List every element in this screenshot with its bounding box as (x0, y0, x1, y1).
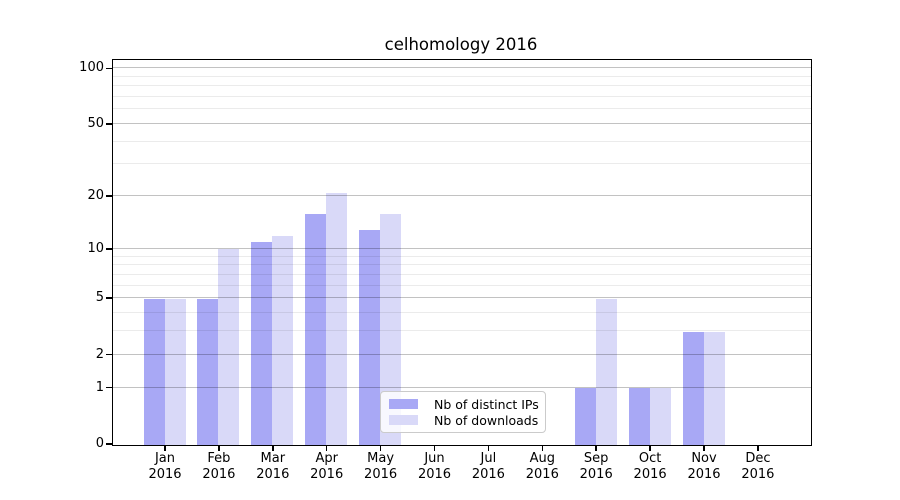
x-tick-month: Oct (638, 451, 662, 466)
bar-may-distinct-ips (359, 229, 381, 445)
x-tick-label-dec: Dec 2016 (730, 451, 786, 483)
x-tick-label-jun: Jun 2016 (407, 451, 463, 483)
chart-title: celhomology 2016 (384, 35, 538, 54)
x-tick-month: Sep (583, 451, 609, 466)
x-tick-year: 2016 (417, 467, 452, 482)
x-tick-mark (487, 445, 490, 451)
x-tick-mark (541, 445, 544, 451)
y-tick-label: 50 (87, 115, 104, 131)
bar-sep-downloads (595, 298, 617, 445)
x-tick-label-feb: Feb 2016 (191, 451, 247, 483)
x-tick-label-nov: Nov 2016 (676, 451, 732, 483)
x-tick-year: 2016 (148, 467, 182, 482)
x-tick-label-may: May 2016 (353, 451, 409, 483)
x-tick-label-sep: Sep 2016 (568, 451, 624, 483)
x-tick-month: Jun (424, 451, 445, 466)
legend-item-distinct-ips: Nb of distinct IPs (389, 396, 539, 412)
bar-mar-distinct-ips (251, 242, 273, 445)
x-tick-label-jul: Jul 2016 (460, 451, 516, 483)
y-tick-mark (105, 443, 112, 445)
y-tick-label: 10 (87, 240, 104, 256)
x-tick-year: 2016 (525, 467, 559, 482)
bar-may-downloads (380, 213, 402, 445)
x-tick-year: 2016 (741, 467, 775, 482)
x-tick-year: 2016 (687, 467, 721, 482)
legend-item-downloads: Nb of downloads (389, 412, 539, 428)
x-tick-label-jan: Jan 2016 (137, 451, 193, 483)
y-tick-mark (105, 297, 112, 299)
bar-apr-distinct-ips (305, 213, 327, 445)
bar-sep-distinct-ips (574, 388, 596, 445)
y-tick-label: 2 (95, 346, 104, 362)
bar-nov-downloads (703, 331, 725, 445)
x-tick-year: 2016 (471, 467, 505, 482)
x-tick-label-oct: Oct 2016 (622, 451, 678, 483)
bar-oct-distinct-ips (628, 388, 650, 445)
y-tick-mark (105, 195, 112, 197)
x-tick-year: 2016 (579, 467, 613, 482)
bar-feb-distinct-ips (197, 298, 219, 445)
legend-swatch-downloads-icon (389, 415, 418, 425)
x-tick-month: Nov (691, 451, 717, 466)
y-tick-label: 20 (87, 188, 104, 204)
bar-apr-downloads (326, 192, 348, 445)
x-tick-mark (164, 445, 166, 451)
x-tick-year: 2016 (310, 467, 344, 482)
x-tick-month: May (367, 451, 395, 466)
legend: Nb of distinct IPs Nb of downloads (380, 391, 546, 433)
x-tick-mark (595, 445, 597, 451)
x-tick-year: 2016 (256, 467, 290, 482)
y-tick-mark (105, 67, 112, 70)
x-tick-mark (379, 445, 382, 451)
y-tick-mark (105, 123, 112, 125)
legend-swatch-distinct-ips-icon (389, 399, 418, 409)
x-tick-mark (703, 445, 705, 451)
x-tick-mark (433, 445, 436, 451)
x-tick-mark (325, 445, 328, 451)
y-tick-mark (105, 386, 112, 389)
plot-area (111, 58, 812, 446)
legend-label: Nb of downloads (434, 412, 539, 428)
y-tick-label: 0 (95, 436, 104, 451)
x-tick-month: Aug (529, 451, 555, 466)
x-tick-month: Feb (207, 451, 231, 466)
x-tick-label-aug: Aug 2016 (514, 451, 570, 483)
x-tick-month: Jan (154, 451, 176, 466)
bar-jan-distinct-ips (143, 298, 165, 445)
x-tick-mark (757, 445, 759, 451)
x-tick-month: Apr (315, 451, 338, 466)
bars-layer (113, 60, 811, 445)
x-tick-mark (272, 445, 274, 451)
x-tick-label-apr: Apr 2016 (299, 451, 355, 483)
y-tick-label: 5 (95, 290, 104, 306)
x-tick-mark (218, 445, 220, 451)
x-tick-mark (649, 445, 651, 451)
bar-feb-downloads (218, 249, 240, 445)
y-tick-mark (105, 248, 112, 250)
bar-oct-downloads (649, 388, 671, 445)
y-tick-mark (105, 353, 112, 356)
x-tick-month: Dec (745, 451, 771, 466)
bar-nov-distinct-ips (682, 331, 704, 445)
x-tick-label-mar: Mar 2016 (245, 451, 301, 483)
x-tick-year: 2016 (364, 467, 398, 482)
x-tick-month: Jul (480, 451, 497, 466)
y-tick-label: 100 (79, 60, 104, 76)
x-tick-month: Mar (260, 451, 286, 466)
x-tick-year: 2016 (202, 467, 236, 482)
x-tick-year: 2016 (633, 467, 667, 482)
bar-jan-downloads (164, 298, 186, 445)
y-tick-label: 1 (95, 379, 104, 395)
bar-mar-downloads (272, 235, 294, 445)
legend-label: Nb of distinct IPs (434, 396, 539, 412)
